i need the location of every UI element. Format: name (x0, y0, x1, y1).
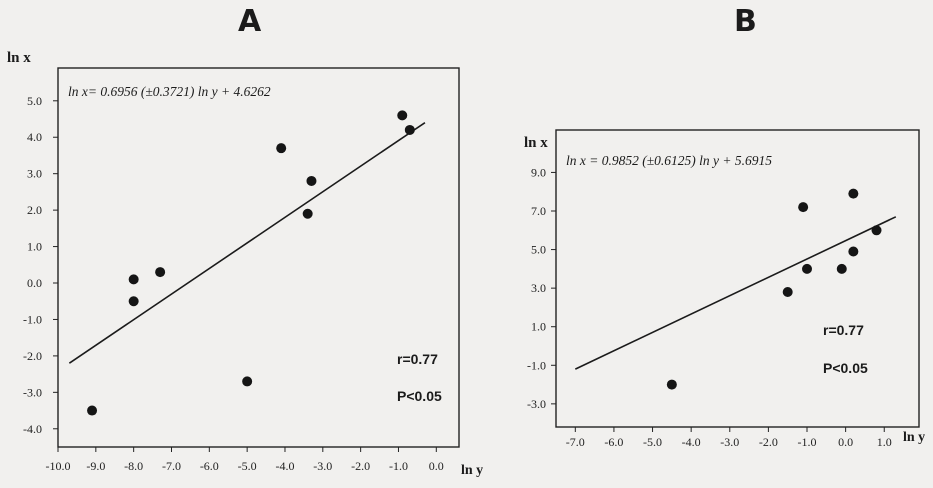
panel-b-y-tick-label: 9.0 (531, 165, 546, 179)
panel-b-y-tick-label: 1.0 (531, 320, 546, 334)
panel-b-data-point (782, 287, 793, 297)
panel-a-data-point (87, 405, 98, 416)
panel-b-chart: -7.0 -6.0 -5.0 -4.0 -3.0 -2.0 -1.0 0.0 1.0 9.0 7.0… (527, 129, 920, 449)
panel-b-x-tick-label: -5.0 (643, 435, 662, 449)
panel-b-y-tick-label: 7.0 (531, 204, 546, 218)
panel-b-data-point (871, 225, 882, 236)
panel-b-plot-frame (555, 129, 920, 428)
panel-a-x-tick-label: -10.0 (46, 459, 71, 473)
panel-a-data-point (276, 143, 287, 154)
panel-a-y-tick-label: 1.0 (27, 240, 42, 254)
panel-b-x-tick-label: -7.0 (566, 435, 585, 449)
panel-a-regression-equation: ln x= 0.6956 (±0.3721) ln y + 4.6262 (68, 84, 271, 99)
panel-a-plot-frame (57, 67, 460, 448)
panel-b-label: B (734, 4, 757, 39)
panel-a-y-tick-label: -1.0 (23, 312, 42, 326)
panel-b-x-tick-label: -3.0 (720, 435, 739, 449)
panel-b-x-tick-label: -1.0 (798, 435, 817, 449)
panel-a-y-axis-label: ln x (7, 50, 31, 66)
panel-b-y-tick-label: 3.0 (531, 281, 546, 295)
panel-a-y-tick-label: -3.0 (23, 385, 42, 399)
panel-a-x-tick-label: -5.0 (238, 459, 257, 473)
panel-a-y-tick-label: -4.0 (23, 422, 42, 436)
panel-b-data-point (666, 379, 677, 390)
panel-b-data-point (848, 188, 859, 199)
panel-a-x-tick-label: -7.0 (162, 459, 181, 473)
panel-a-x-axis-label: ln y (461, 463, 484, 478)
panel-a-y-tick-label: 5.0 (27, 94, 42, 108)
panel-a-y-tick-label: -2.0 (23, 349, 42, 363)
panel-a-x-tick-label: -8.0 (124, 459, 143, 473)
panel-b-x-axis-label: ln y (903, 430, 926, 445)
panel-b-regression-equation: ln x = 0.9852 (±0.6125) ln y + 5.6915 (566, 153, 772, 168)
panel-a-y-tick-label: 2.0 (27, 203, 42, 217)
panel-a-data-point (242, 376, 253, 387)
panel-a-x-tick-label: -4.0 (275, 459, 294, 473)
panel-a-r-value: r=0.77 (397, 351, 438, 367)
panel-b-r-value: r=0.77 (823, 322, 864, 338)
panel-a-y-tick-label: 4.0 (27, 130, 42, 144)
panel-b-x-tick-label: 0.0 (838, 435, 853, 449)
panel-b-y-tick-label: -3.0 (527, 397, 546, 411)
panel-a-data-point (306, 175, 317, 186)
panel-a-x-tick-label: -9.0 (86, 459, 105, 473)
panel-b-data-point (802, 263, 813, 274)
panel-a-regression-line (68, 122, 426, 364)
panel-a-data-point (128, 274, 139, 285)
panel-b-data-point (836, 263, 847, 274)
panel-a-x-tick-label: -6.0 (200, 459, 219, 473)
panel-b-y-axis-label: ln x (524, 135, 548, 151)
panel-a-x-tick-label: -2.0 (351, 459, 370, 473)
panel-b-y-tick-label: -1.0 (527, 358, 546, 372)
panel-b-x-tick-label: -2.0 (759, 435, 778, 449)
panel-a-label: A (238, 4, 262, 39)
panel-b-p-value: P<0.05 (823, 360, 868, 376)
panel-a-x-tick-label: -1.0 (389, 459, 408, 473)
panel-a-x-tick-label: 0.0 (429, 459, 444, 473)
panel-a-y-tick-label: 0.0 (27, 276, 42, 290)
panel-b-x-tick-label: 1.0 (877, 435, 892, 449)
panel-a-chart: -10.0 -9.0 -8.0 -7.0 -6.0 -5.0 -4.0 -3.0 -2.0 -1.… (23, 67, 460, 473)
panel-a-data-point (397, 110, 408, 121)
panel-a-data-point (404, 124, 415, 135)
panel-b-data-point (798, 202, 809, 213)
panel-a-data-point (302, 208, 313, 219)
panel-a-data-point (128, 296, 139, 307)
panel-b-data-point (848, 246, 859, 257)
panel-b-x-tick-label: -4.0 (682, 435, 701, 449)
panel-a-x-tick-label: -3.0 (313, 459, 332, 473)
panel-a-y-tick-label: 3.0 (27, 167, 42, 181)
panel-a-data-point (155, 267, 166, 278)
panel-b-x-tick-label: -6.0 (604, 435, 623, 449)
panel-a-p-value: P<0.05 (397, 388, 442, 404)
panel-b-y-tick-label: 5.0 (531, 243, 546, 257)
panel-b-regression-line (574, 216, 897, 370)
